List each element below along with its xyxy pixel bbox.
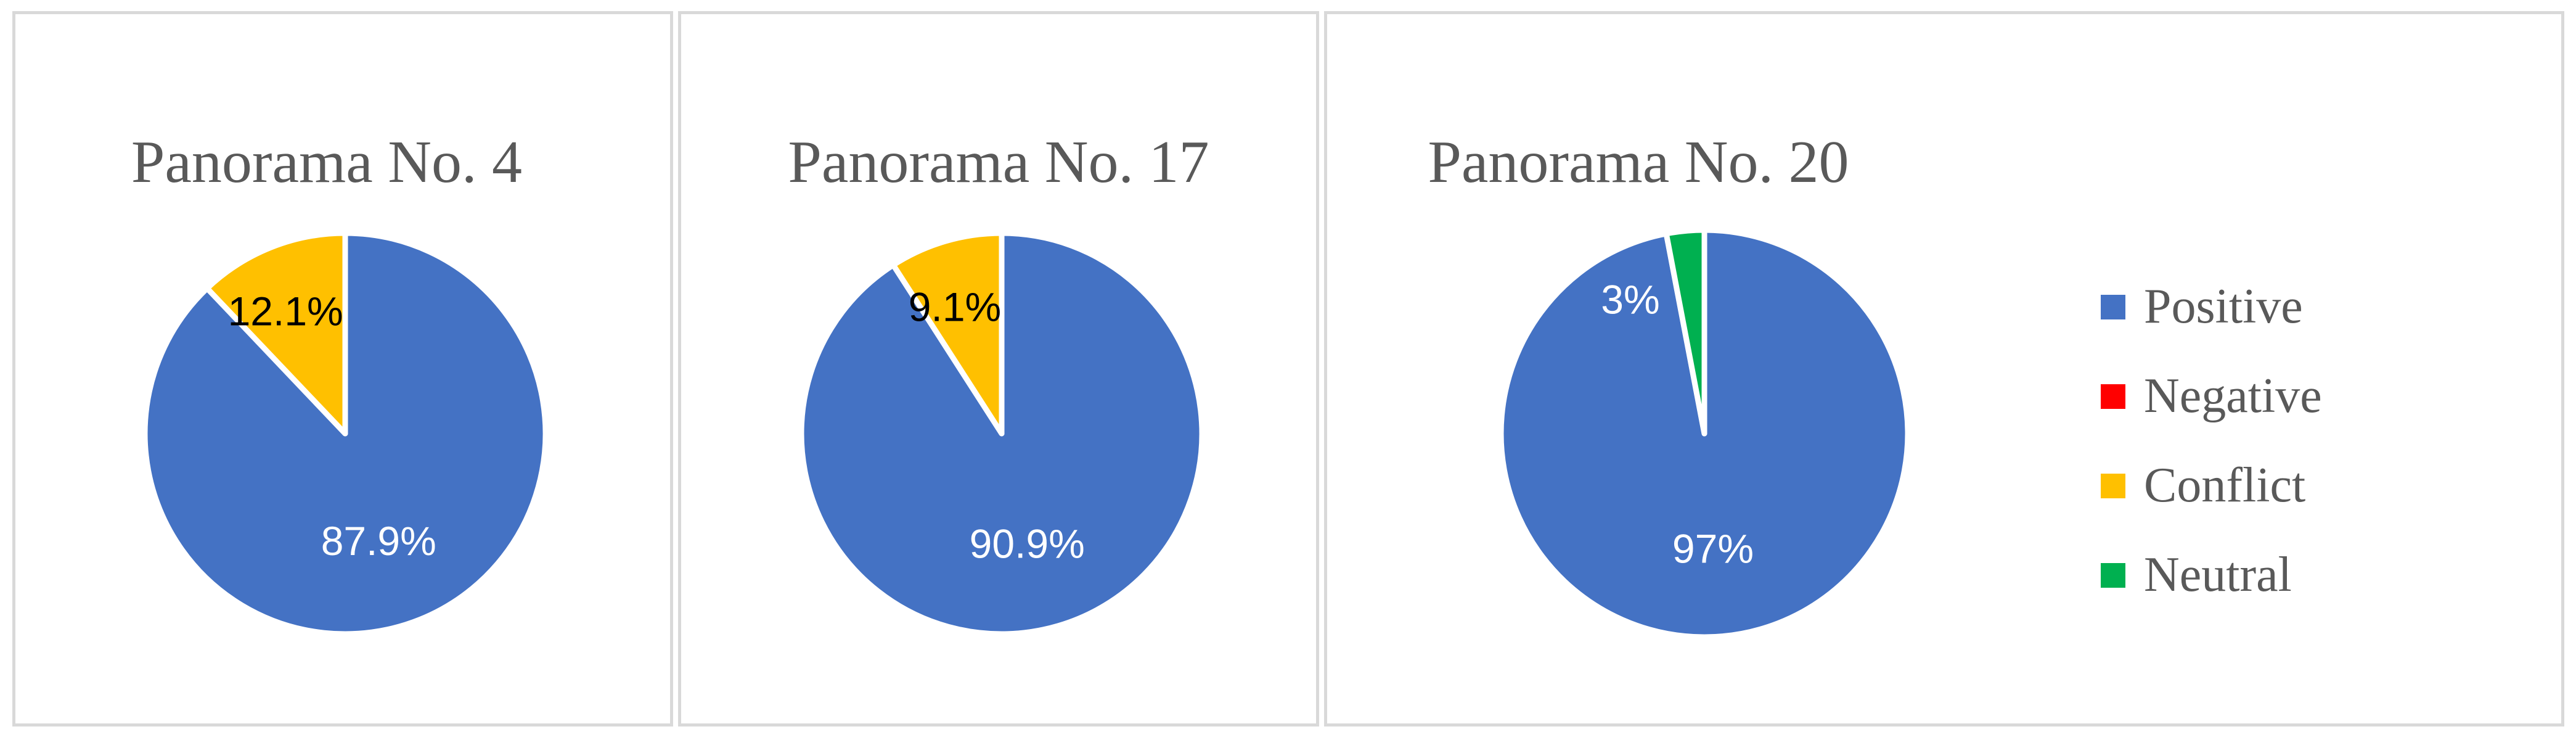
pie-chart-panel-4: Panorama No. 4 87.9% 12.1%: [12, 11, 673, 726]
legend-swatch-positive: [2101, 295, 2125, 319]
legend-label-conflict: Conflict: [2144, 458, 2305, 512]
data-label-positive: 90.9%: [970, 521, 1085, 566]
pie-chart-panel-17: Panorama No. 17 90.9% 9.1%: [678, 11, 1319, 726]
pie-slices: 90.9% 9.1%: [798, 230, 1205, 637]
legend-label-neutral: Neutral: [2144, 548, 2292, 602]
legend-swatch-conflict: [2101, 474, 2125, 498]
data-label-positive: 87.9%: [321, 518, 436, 564]
data-label-neutral: 3%: [1601, 276, 1659, 322]
data-label-conflict: 9.1%: [909, 284, 1001, 329]
data-label-conflict: 12.1%: [228, 289, 343, 334]
pie-chart-panel-20: Panorama No. 20 97% 3% Positive Negative …: [1324, 11, 2564, 726]
legend-swatch-neutral: [2101, 563, 2125, 588]
pie-chart-17: Panorama No. 17 90.9% 9.1%: [788, 129, 1209, 637]
pie-slice-conflict: [204, 230, 348, 437]
legend-swatch-negative: [2101, 384, 2125, 409]
legend-item-positive: Positive: [2101, 279, 2303, 334]
pie-chart-4: Panorama No. 4 87.9% 12.1%: [131, 129, 549, 637]
chart-title: Panorama No. 17: [788, 129, 1209, 196]
chart-title: Panorama No. 20: [1428, 129, 1849, 196]
legend: Positive Negative Conflict Neutral: [2101, 279, 2322, 602]
legend-item-neutral: Neutral: [2101, 548, 2292, 602]
legend-label-positive: Positive: [2144, 279, 2303, 334]
chart-title: Panorama No. 4: [131, 129, 522, 196]
data-label-positive: 97%: [1672, 525, 1754, 571]
pie-slice-conflict: [890, 230, 1005, 437]
pie-chart-20: Panorama No. 20 97% 3% Positive Negative …: [1428, 129, 2322, 640]
pie-slices: 97% 3%: [1498, 227, 1911, 640]
legend-label-negative: Negative: [2144, 369, 2322, 423]
legend-item-negative: Negative: [2101, 369, 2322, 423]
pie-slices: 87.9% 12.1%: [142, 230, 549, 637]
legend-item-conflict: Conflict: [2101, 458, 2305, 512]
pie-slice-neutral: [1663, 227, 1707, 437]
